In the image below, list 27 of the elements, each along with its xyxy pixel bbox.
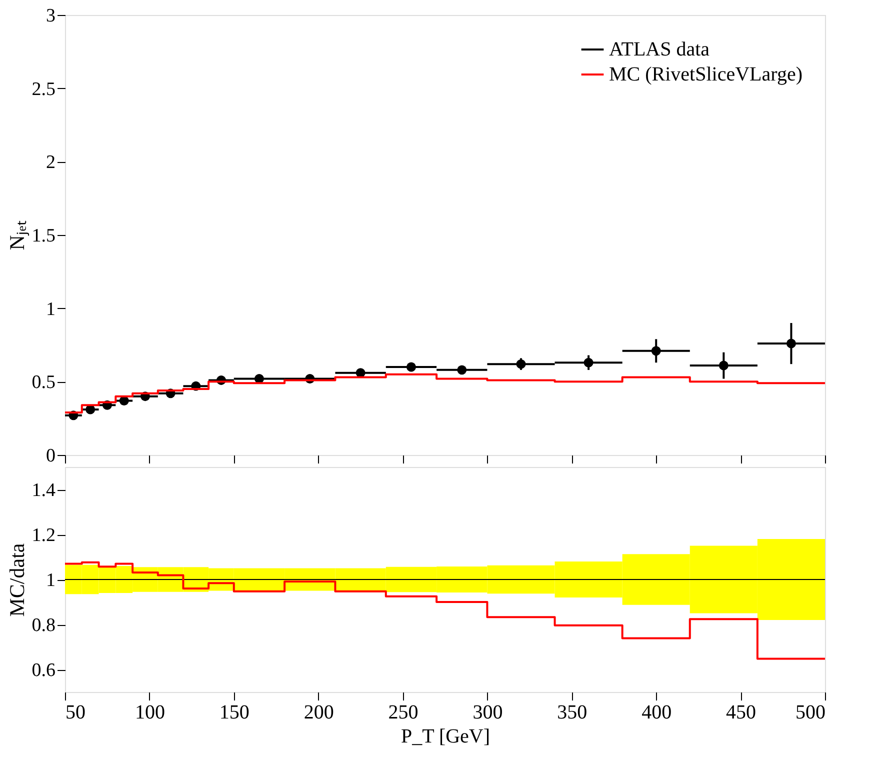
y-tick-label: 0 [46, 446, 56, 466]
y-tick-label: 3 [46, 6, 56, 26]
y-tick-label: 0.8 [32, 615, 56, 636]
y-tick-label: 2 [46, 152, 56, 174]
y-tick-label: 0.6 [32, 660, 56, 681]
x-tick-label: 100 [134, 702, 165, 724]
x-tick-label: 400 [642, 702, 672, 724]
x-tick-label: 350 [557, 702, 588, 724]
y-tick-label: 0.5 [32, 372, 56, 394]
legend-label: MC (RivetSliceVLarge) [609, 64, 802, 86]
y-axis-title: Nⱼₑₜ [4, 220, 30, 250]
y-tick-label: 1.2 [32, 525, 56, 546]
y-tick-label: 1 [46, 570, 56, 591]
x-tick-label: 450 [726, 702, 756, 724]
x-tick-label: 300 [472, 702, 503, 724]
x-tick-label: 150 [219, 702, 250, 724]
x-axis-title: P_T [GeV] [400, 726, 490, 748]
y-tick-label: 1.5 [32, 226, 56, 246]
x-tick-label: 500 [796, 702, 826, 724]
x-tick-label: 50 [66, 702, 86, 724]
y-tick-label: 1.4 [32, 480, 56, 501]
x-tick-label: 200 [304, 702, 334, 724]
y-tick-label: 1 [46, 298, 56, 320]
y-axis-title: MC/data [4, 542, 29, 617]
x-tick-label: 250 [388, 702, 418, 724]
y-tick-label: 2.5 [32, 78, 56, 100]
legend-label: ATLAS data [609, 38, 710, 60]
